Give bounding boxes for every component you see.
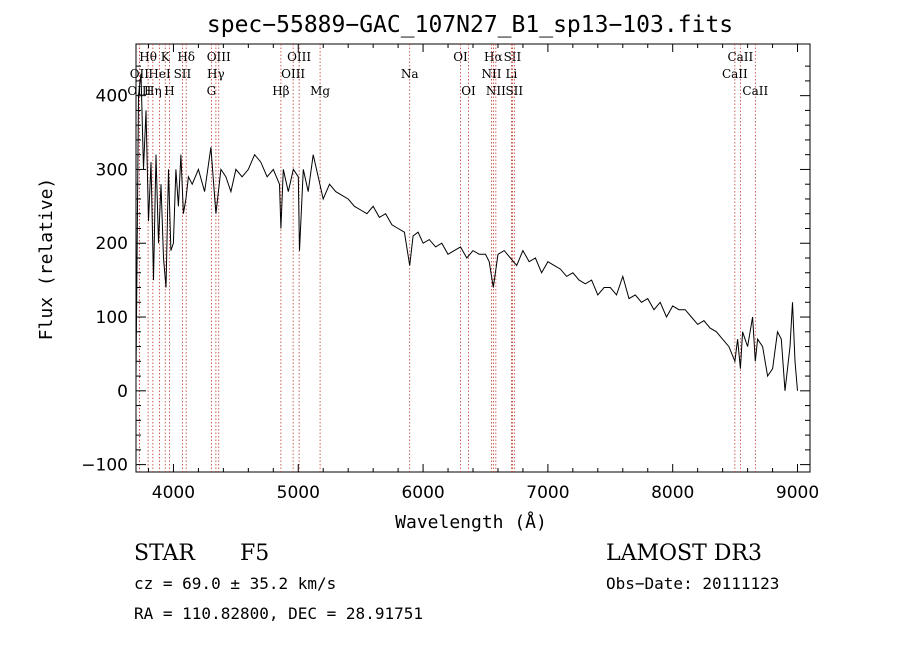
spectral-line-label: Li — [506, 67, 518, 81]
spectral-line-label: Na — [401, 67, 419, 81]
y-tick-label: 300 — [96, 160, 128, 180]
x-tick-label: 6000 — [401, 483, 444, 503]
y-tick-label: 0 — [117, 382, 128, 402]
spectral-line-label: SII — [504, 50, 522, 64]
y-tick-label: 200 — [96, 234, 128, 254]
coordinates: RA = 110.82800, DEC = 28.91751 — [134, 604, 423, 623]
spectral-line-label: Hγ — [207, 67, 225, 81]
spectral-line-label: OI — [461, 84, 476, 98]
cz-value: cz = 69.0 ± 35.2 km/s — [134, 574, 337, 593]
spectral-line-label: OIII — [207, 50, 231, 64]
spectral-line-label: Hβ — [272, 84, 289, 98]
y-tick-label: 400 — [96, 87, 128, 107]
x-tick-label: 9000 — [776, 483, 819, 503]
plot-frame — [135, 43, 811, 473]
x-axis-label: Wavelength (Å) — [395, 511, 547, 533]
x-tick-label: 7000 — [526, 483, 569, 503]
spectral-line-label: SII — [505, 84, 523, 98]
spectral-line-label: G — [207, 84, 217, 98]
x-tick-label: 5000 — [277, 483, 320, 503]
survey-name: LAMOST DR3 — [606, 541, 762, 566]
chart-title: spec−55889−GAC_107N27_B1_sp13−103.fits — [207, 12, 733, 38]
y-axis-label: Flux (relative) — [36, 178, 57, 341]
spectral-line-label: HeI — [148, 67, 171, 81]
flux-line — [135, 73, 798, 391]
spectral-line-label: OI — [453, 50, 468, 64]
spectral-line-label: SII — [174, 67, 192, 81]
spectral-line-label: OIII — [281, 67, 305, 81]
x-tick-label: 4000 — [152, 483, 195, 503]
spectral-line-label: K — [161, 50, 171, 64]
spectral-line-label: CaII — [727, 50, 753, 64]
spectral-line-label: Hθ — [139, 50, 157, 64]
spectral-line-label: Hδ — [177, 50, 195, 64]
spectral-line-label: Mg — [310, 84, 330, 98]
spectral-line-label: Hη — [144, 84, 162, 98]
spectral-class: STAR — [134, 541, 195, 566]
spectral-line-label: OII — [130, 67, 150, 81]
spectral-line-label: OIII — [287, 50, 311, 64]
x-tick-label: 8000 — [651, 483, 694, 503]
y-tick-label: −100 — [81, 456, 128, 476]
spectral-line-label: CaII — [742, 84, 768, 98]
spectral-subclass: F5 — [240, 541, 270, 566]
y-tick-label: 100 — [96, 308, 128, 328]
spectral-line-label: NII — [481, 67, 501, 81]
spectral-line-label: NII — [486, 84, 506, 98]
spectral-line-label: H — [164, 84, 174, 98]
spectral-line-label: Hα — [484, 50, 503, 64]
obs-date: Obs−Date: 20111123 — [606, 574, 780, 593]
spectral-line-label: CaII — [722, 67, 748, 81]
